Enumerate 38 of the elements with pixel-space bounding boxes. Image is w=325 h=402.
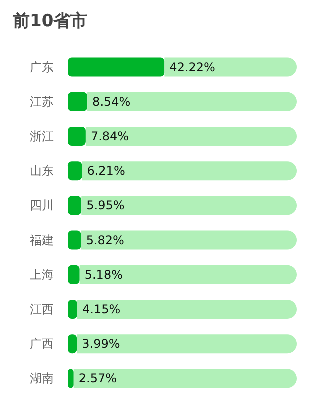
y-tick-label: 广东	[30, 60, 54, 74]
bar	[68, 127, 86, 146]
y-tick-label: 江苏	[30, 94, 54, 109]
bar	[68, 265, 80, 284]
bar	[68, 196, 82, 216]
bar	[81, 230, 297, 250]
bar	[77, 334, 297, 354]
bar	[68, 92, 88, 112]
y-tick-label: 浙江	[30, 130, 54, 144]
chart-title: 前10省市	[12, 12, 88, 32]
bar	[82, 162, 297, 181]
bar	[88, 92, 297, 112]
bar	[74, 369, 297, 388]
y-tick-label: 广西	[30, 337, 54, 352]
data-label: 5.18%	[84, 268, 123, 282]
data-label: 5.95%	[86, 198, 125, 213]
y-tick-label: 上海	[30, 268, 54, 282]
bar	[86, 127, 297, 146]
y-tick-label: 四川	[30, 198, 54, 213]
bar	[82, 196, 297, 216]
bar	[80, 265, 297, 284]
y-tick-label: 湖南	[30, 372, 54, 386]
data-label: 2.57%	[78, 372, 118, 386]
data-label: 3.99%	[82, 337, 120, 352]
y-tick-label: 福建	[30, 233, 54, 248]
data-label: 8.54%	[92, 94, 131, 109]
y-tick-label: 江西	[30, 302, 54, 316]
data-label: 4.15%	[82, 302, 121, 316]
data-label: 7.84%	[90, 130, 130, 144]
data-label: 5.82%	[86, 233, 124, 248]
bar	[68, 230, 82, 250]
bar	[68, 162, 82, 181]
bar	[164, 58, 297, 77]
y-tick-label: 山东	[30, 164, 54, 178]
data-label: 6.21%	[87, 164, 126, 178]
data-label: 42.22%	[170, 60, 216, 74]
bar	[68, 58, 165, 77]
bar	[78, 300, 297, 319]
